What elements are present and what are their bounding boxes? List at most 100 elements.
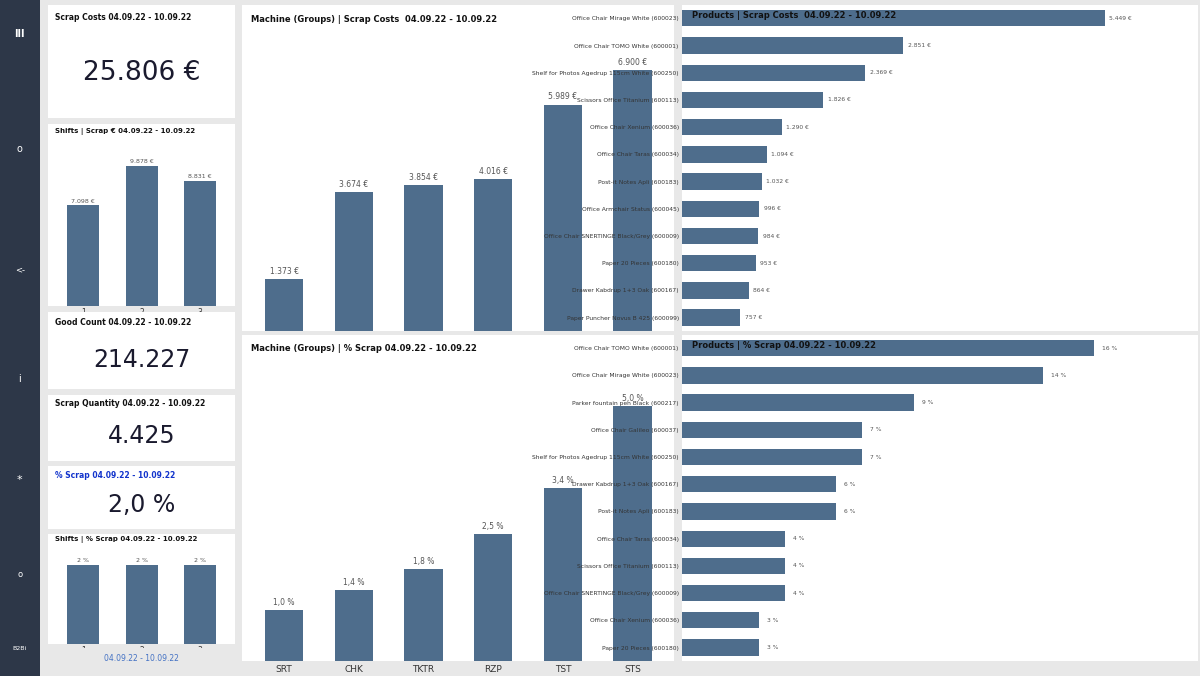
Bar (474, 533, 512, 661)
Text: Good Count 04.09.22 - 10.09.22: Good Count 04.09.22 - 10.09.22 (55, 318, 192, 327)
Bar (335, 192, 373, 331)
Text: Products | % Scrap 04.09.22 - 10.09.22: Products | % Scrap 04.09.22 - 10.09.22 (692, 341, 876, 350)
Bar (67, 565, 100, 644)
Bar (682, 310, 740, 326)
Text: Scrap Quantity 04.09.22 - 10.09.22: Scrap Quantity 04.09.22 - 10.09.22 (55, 400, 205, 408)
Bar (682, 146, 767, 162)
Text: 14 %: 14 % (1050, 373, 1066, 378)
Text: i: i (18, 374, 22, 383)
Text: 6 %: 6 % (844, 509, 856, 514)
Text: 2 %: 2 % (136, 558, 148, 563)
Bar (544, 105, 582, 331)
Text: 2 %: 2 % (194, 558, 206, 563)
Text: 757 €: 757 € (745, 315, 762, 320)
Bar (682, 228, 758, 244)
Bar (184, 565, 216, 644)
Text: 25.806 €: 25.806 € (83, 60, 200, 86)
Bar (67, 206, 100, 306)
Text: Machine (Groups) | Scrap Costs  04.09.22 - 10.09.22: Machine (Groups) | Scrap Costs 04.09.22 … (251, 14, 497, 24)
Text: *: * (17, 475, 23, 485)
Text: 1,8 %: 1,8 % (413, 557, 434, 566)
Text: Scrap Costs 04.09.22 - 10.09.22: Scrap Costs 04.09.22 - 10.09.22 (55, 13, 192, 22)
Text: 1.826 €: 1.826 € (828, 97, 851, 103)
Bar (544, 487, 582, 661)
Text: 7 %: 7 % (870, 454, 882, 460)
Bar (335, 589, 373, 661)
Text: 214.227: 214.227 (92, 347, 191, 372)
Bar (184, 181, 216, 306)
Bar (682, 65, 865, 81)
Bar (682, 201, 758, 217)
Bar (265, 279, 304, 331)
Text: Products | Scrap Costs  04.09.22 - 10.09.22: Products | Scrap Costs 04.09.22 - 10.09.… (692, 11, 896, 20)
Bar (682, 449, 862, 465)
Text: 4.016 €: 4.016 € (479, 167, 508, 176)
Text: 3.674 €: 3.674 € (340, 180, 368, 189)
Bar (682, 119, 781, 135)
Bar (126, 565, 157, 644)
Text: <-: <- (14, 266, 25, 275)
Bar (682, 367, 1043, 383)
Bar (682, 283, 749, 299)
Text: 3,4 %: 3,4 % (552, 476, 574, 485)
Text: 8.831 €: 8.831 € (188, 174, 212, 179)
Text: 7.098 €: 7.098 € (71, 199, 95, 203)
Text: 1.373 €: 1.373 € (270, 267, 299, 276)
Text: 4 %: 4 % (792, 591, 804, 596)
Text: III: III (14, 29, 25, 39)
Text: 7 %: 7 % (870, 427, 882, 433)
Bar (265, 610, 304, 661)
Bar (126, 166, 157, 306)
Text: 3 %: 3 % (767, 645, 778, 650)
Text: 4.425: 4.425 (108, 424, 175, 448)
Text: 9.878 €: 9.878 € (130, 160, 154, 164)
Text: 9 %: 9 % (922, 400, 932, 405)
Text: 04.09.22 - 10.09.22: 04.09.22 - 10.09.22 (104, 654, 179, 663)
Text: 4 %: 4 % (792, 536, 804, 541)
Bar (682, 558, 785, 574)
Bar (682, 422, 862, 438)
Text: 1.032 €: 1.032 € (767, 179, 790, 184)
Text: Machine (Groups) | % Scrap 04.09.22 - 10.09.22: Machine (Groups) | % Scrap 04.09.22 - 10… (251, 344, 476, 354)
Text: 2.369 €: 2.369 € (870, 70, 893, 75)
Bar (682, 531, 785, 547)
Bar (682, 340, 1094, 356)
Text: 864 €: 864 € (754, 288, 770, 293)
Text: 5.989 €: 5.989 € (548, 93, 577, 101)
Bar (682, 10, 1104, 26)
Text: B2Bi: B2Bi (13, 646, 26, 652)
Bar (682, 37, 902, 53)
Text: 5.449 €: 5.449 € (1109, 16, 1132, 21)
Text: Shifts | Scrap € 04.09.22 - 10.09.22: Shifts | Scrap € 04.09.22 - 10.09.22 (55, 128, 196, 135)
Text: 6.900 €: 6.900 € (618, 58, 647, 67)
Text: 1,0 %: 1,0 % (274, 598, 295, 607)
Text: 1.094 €: 1.094 € (772, 152, 794, 157)
Bar (682, 174, 762, 190)
Bar (613, 406, 652, 661)
Bar (682, 476, 836, 492)
Bar (682, 92, 823, 108)
Bar (613, 70, 652, 331)
Bar (682, 612, 758, 629)
Text: 984 €: 984 € (763, 233, 780, 239)
Bar (474, 179, 512, 331)
Text: % Scrap 04.09.22 - 10.09.22: % Scrap 04.09.22 - 10.09.22 (55, 470, 175, 480)
Text: 2,0 %: 2,0 % (108, 493, 175, 517)
Text: 2.851 €: 2.851 € (907, 43, 930, 48)
Text: 2 %: 2 % (77, 558, 89, 563)
Text: 6 %: 6 % (844, 482, 856, 487)
Bar (682, 255, 756, 271)
Text: 4 %: 4 % (792, 563, 804, 569)
Text: 5,0 %: 5,0 % (622, 394, 643, 403)
Text: Shifts | % Scrap 04.09.22 - 10.09.22: Shifts | % Scrap 04.09.22 - 10.09.22 (55, 536, 198, 544)
Bar (682, 585, 785, 601)
Text: 3 %: 3 % (767, 618, 778, 623)
Text: 1.290 €: 1.290 € (786, 124, 809, 130)
Bar (404, 569, 443, 661)
Bar (682, 639, 758, 656)
Bar (404, 185, 443, 331)
Bar (682, 395, 914, 411)
Text: 996 €: 996 € (763, 206, 780, 212)
Text: 16 %: 16 % (1102, 345, 1117, 351)
Text: o: o (17, 144, 23, 153)
